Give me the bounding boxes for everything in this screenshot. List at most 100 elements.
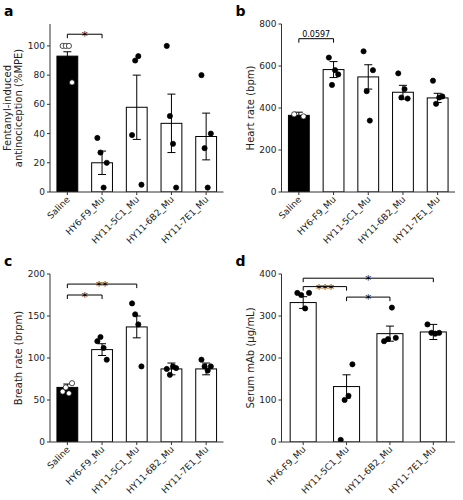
dot — [292, 112, 297, 117]
dot — [174, 185, 179, 190]
y-axis-label: Breath rate (brpm) — [13, 311, 24, 405]
significance-label: * — [82, 29, 88, 43]
y-tick — [279, 24, 282, 25]
error-cap — [202, 374, 210, 375]
dot — [63, 385, 68, 390]
y-tick — [47, 358, 50, 359]
dot — [170, 141, 175, 146]
error-cap — [434, 93, 442, 94]
error-cap — [63, 51, 71, 52]
y-tick — [47, 192, 50, 193]
y-tick — [47, 75, 50, 76]
error-bar — [386, 326, 394, 341]
error-cap — [330, 61, 338, 62]
significance-label: ** — [96, 279, 108, 293]
panel-label: c — [4, 253, 12, 269]
y-tick — [279, 108, 282, 109]
y-tick-label: 600 — [259, 61, 276, 71]
error-cap — [429, 339, 437, 340]
bar — [393, 92, 414, 192]
error-cap — [167, 152, 175, 153]
error-cap — [133, 75, 141, 76]
x-tick — [171, 442, 172, 445]
dot — [361, 49, 366, 54]
x-tick — [67, 192, 68, 195]
y-axis-label-line: Fentanyl-induced — [2, 65, 13, 151]
significance-label: *** — [316, 282, 334, 296]
dot — [164, 43, 169, 48]
dot — [208, 131, 213, 136]
bar — [427, 98, 448, 192]
dot — [98, 334, 103, 339]
x-tick — [303, 442, 304, 445]
x-tick-label: HY11-7E1_Mu — [391, 194, 442, 245]
dot — [139, 182, 144, 187]
x-tick-label: Saline — [45, 444, 72, 471]
bar — [126, 327, 147, 442]
dot — [136, 54, 141, 59]
bar — [196, 369, 217, 442]
y-tick-label: 200 — [259, 353, 276, 363]
dot — [208, 364, 213, 369]
y-tick — [47, 104, 50, 105]
dot — [329, 82, 334, 87]
error-cap — [63, 60, 71, 61]
dot — [338, 437, 343, 442]
y-tick — [279, 400, 282, 401]
x-tick — [171, 192, 172, 195]
x-tick-label: Saline — [45, 194, 72, 221]
dot — [430, 78, 435, 83]
y-axis — [50, 24, 51, 192]
x-tick-label: Saline — [277, 194, 304, 221]
dot — [101, 345, 106, 350]
bar — [358, 77, 379, 192]
dot — [301, 114, 306, 119]
error-bar — [202, 113, 210, 160]
x-axis — [282, 442, 456, 443]
dot — [389, 305, 394, 310]
y-tick-label: 0 — [39, 187, 45, 197]
dot — [433, 101, 438, 106]
x-tick-label: HY11-7E1_Mu — [160, 444, 211, 495]
bar — [92, 350, 113, 442]
dot — [342, 397, 347, 402]
significance-label: * — [365, 292, 371, 306]
x-tick — [333, 192, 334, 195]
y-tick-label: 100 — [28, 353, 45, 363]
panel: 0100200300400HY6-F9_MuHY11-5C1_MuHY11-6B… — [236, 253, 456, 496]
panel: 0200400600800SalineHY6-F9_MuHY11-5C1_MuH… — [236, 3, 456, 246]
x-tick — [102, 192, 103, 195]
significance-bracket — [299, 39, 334, 43]
bar — [161, 369, 182, 442]
dot — [199, 73, 204, 78]
dot — [336, 72, 341, 77]
dot — [164, 366, 169, 371]
bar — [323, 70, 344, 192]
error-cap — [399, 85, 407, 86]
y-tick — [279, 442, 282, 443]
y-tick-label: 200 — [28, 269, 45, 279]
y-tick — [279, 192, 282, 193]
bracket-line — [299, 39, 334, 43]
x-tick — [102, 442, 103, 445]
dot — [199, 357, 204, 362]
dot — [367, 118, 372, 123]
panel-label: d — [236, 253, 246, 269]
x-tick — [437, 192, 438, 195]
dot — [202, 146, 207, 151]
x-tick — [389, 442, 390, 445]
dot — [303, 306, 308, 311]
dot — [437, 330, 442, 335]
y-tick — [47, 442, 50, 443]
y-tick — [279, 150, 282, 151]
dot — [425, 322, 430, 327]
error-cap — [167, 94, 175, 95]
y-axis-label-line: antinociception (%MPE) — [13, 49, 24, 168]
significance-label: * — [82, 290, 88, 304]
dot — [66, 43, 71, 48]
dot — [205, 185, 210, 190]
error-cap — [167, 363, 175, 364]
dot — [346, 393, 351, 398]
plot-area — [288, 49, 448, 192]
dot — [405, 96, 410, 101]
